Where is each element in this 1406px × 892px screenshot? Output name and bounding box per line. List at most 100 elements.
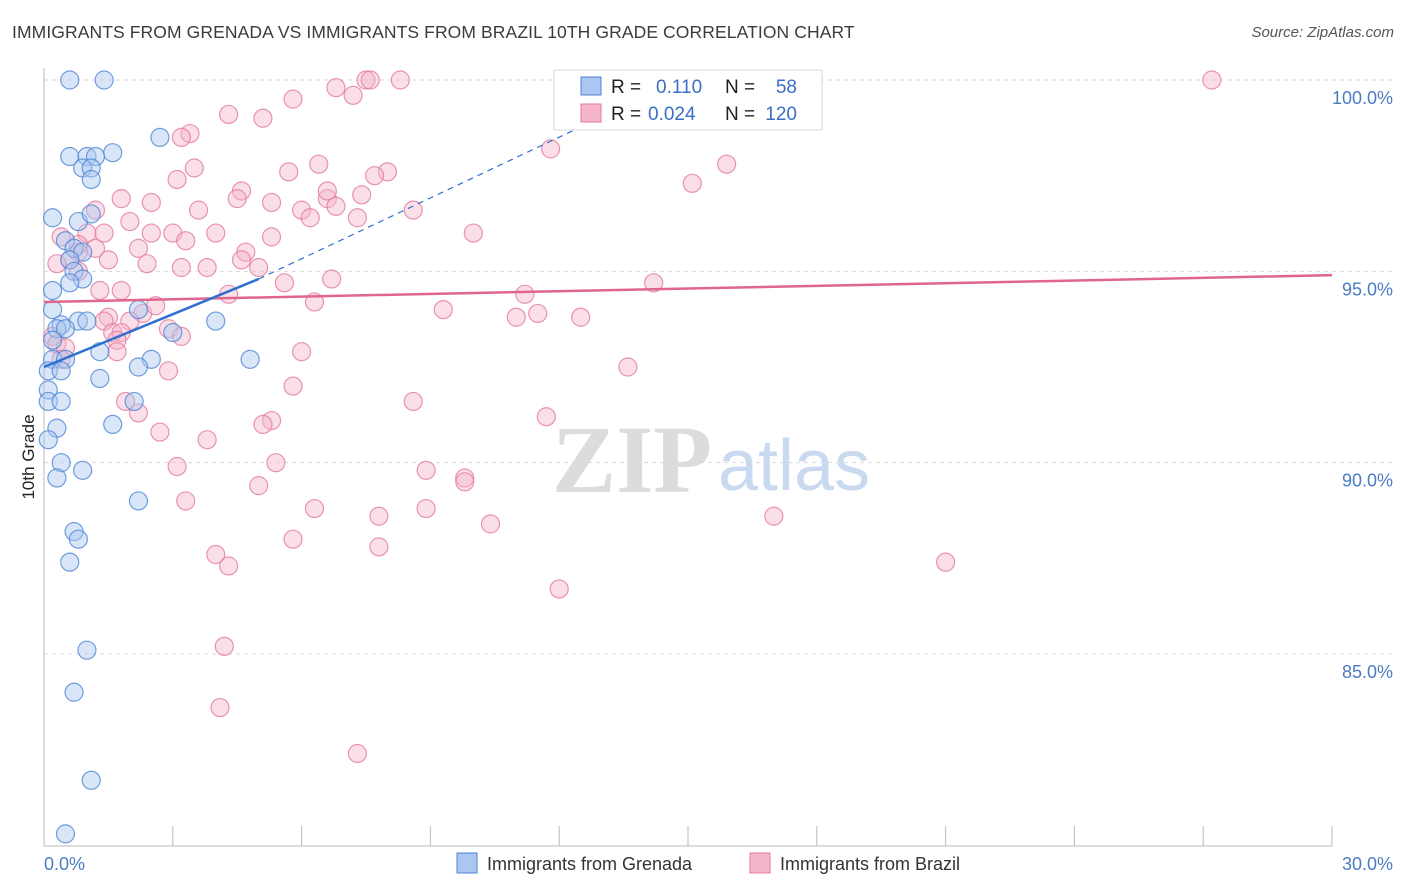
brazil-point (536, 407, 556, 427)
brazil-point (176, 231, 196, 251)
x-tick-label-min: 0.0% (44, 854, 85, 874)
x-ticks (43, 826, 1333, 846)
grenada-point (90, 368, 110, 389)
brazil-point (219, 104, 239, 125)
legend-brazil-swatch (749, 852, 771, 874)
brazil-point (176, 491, 196, 511)
grenada-trend-extension (258, 106, 624, 280)
brazil-point (317, 181, 337, 201)
watermark-atlas: atlas (718, 426, 870, 506)
brazil-point (171, 257, 191, 278)
grenada-point (60, 146, 80, 167)
brazil-point (249, 257, 269, 278)
brazil-point (343, 85, 363, 105)
brazil-point (249, 476, 269, 496)
grenada-point (60, 250, 80, 270)
brazil-point (764, 506, 784, 526)
grenada-swatch (580, 76, 602, 96)
brazil-swatch (580, 103, 602, 123)
grenada-point (81, 770, 101, 790)
grenada-point (60, 273, 80, 293)
y-axis-label: 10th Grade (19, 414, 38, 499)
brazil-point (356, 70, 376, 90)
grenada-n-value: 58 (776, 77, 797, 98)
brazil-point (150, 422, 170, 442)
grenada-point (128, 357, 149, 377)
chart-title: IMMIGRANTS FROM GRENADA VS IMMIGRANTS FR… (12, 22, 855, 42)
brazil-point (184, 158, 204, 178)
grenada-r-value: 0.110 (656, 77, 702, 98)
grenada-point (51, 361, 71, 381)
grenada-point (64, 682, 84, 702)
brazil-point (107, 342, 127, 362)
x-tick-label-max: 30.0% (1342, 854, 1393, 874)
y-tick-label: 95.0% (1342, 279, 1393, 299)
brazil-point (369, 506, 389, 526)
brazil-point (219, 556, 239, 576)
brazil-point (935, 552, 956, 572)
legend-grenada-swatch (456, 852, 478, 874)
brazil-n-label: N = (725, 104, 755, 125)
grenada-point (60, 70, 80, 90)
grenada-point (128, 300, 149, 320)
brazil-point (326, 78, 346, 98)
brazil-point (369, 537, 389, 557)
brazil-point (416, 498, 436, 519)
brazil-points (42, 70, 1222, 764)
grenada-point (42, 330, 63, 350)
brazil-point (717, 154, 737, 174)
grenada-trend-line (43, 277, 260, 369)
grenada-point (77, 640, 97, 660)
stats-box: R = 0.110 N = 58 R = 0.024 N = 120 (553, 69, 823, 131)
source-label: Source: ZipAtlas.com (1251, 24, 1394, 41)
grenada-points (38, 70, 260, 844)
grenada-point (206, 311, 226, 331)
brazil-point (261, 192, 282, 213)
brazil-point (231, 250, 252, 270)
brazil-n-value: 120 (765, 104, 797, 125)
brazil-point (541, 139, 561, 159)
brazil-point (292, 342, 312, 362)
legend-brazil-label: Immigrants from Brazil (780, 854, 960, 874)
brazil-point (167, 169, 187, 190)
legend: Immigrants from Grenada Immigrants from … (456, 852, 960, 874)
brazil-point (253, 108, 273, 128)
grenada-point (47, 468, 67, 488)
brazil-point (227, 189, 247, 209)
brazil-point (120, 211, 140, 232)
brazil-point (433, 300, 453, 320)
brazil-point (137, 254, 157, 274)
brazil-point (158, 361, 179, 381)
brazil-r-value: 0.024 (648, 104, 696, 125)
brazil-point (206, 223, 226, 243)
brazil-point (128, 238, 149, 258)
grenada-point (51, 391, 71, 412)
grenada-point (42, 280, 63, 301)
grenada-point (150, 127, 170, 147)
grenada-point (81, 204, 101, 224)
grenada-point (38, 380, 58, 400)
y-tick-label: 100.0% (1332, 88, 1393, 108)
brazil-point (197, 257, 217, 278)
grenada-point (60, 552, 80, 572)
grenada-point (55, 319, 76, 339)
y-tick-label: 90.0% (1342, 471, 1393, 491)
grenada-point (103, 414, 123, 434)
grenada-point (124, 391, 144, 412)
brazil-point (515, 284, 535, 304)
brazil-point (682, 173, 702, 193)
brazil-point (210, 697, 230, 718)
grenada-point (163, 322, 183, 343)
brazil-point (141, 223, 161, 243)
grenada-point (77, 311, 97, 331)
brazil-point (322, 269, 342, 289)
brazil-point (98, 250, 119, 270)
brazil-point (480, 514, 501, 534)
grenada-point (42, 208, 63, 228)
brazil-point (94, 223, 114, 243)
brazil-point (188, 200, 209, 220)
brazil-point (455, 472, 475, 492)
brazil-point (347, 208, 368, 228)
grenada-point (240, 349, 260, 369)
